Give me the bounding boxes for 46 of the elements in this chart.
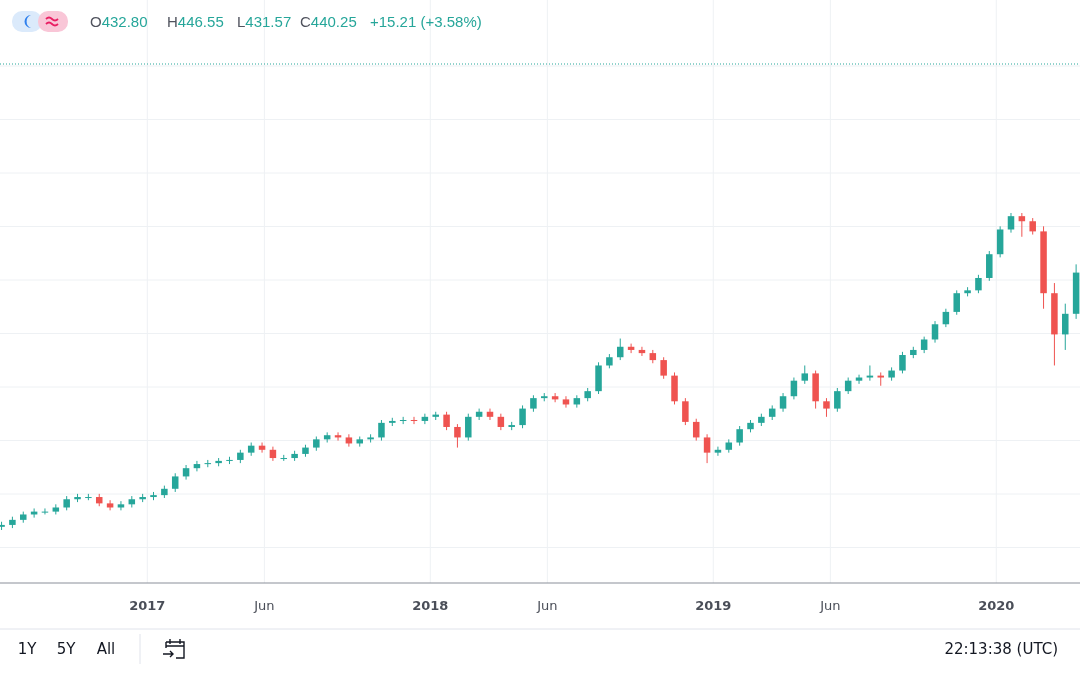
candlestick — [866, 364, 874, 382]
text: 1Y — [17, 640, 38, 658]
candlestick — [682, 397, 689, 426]
candlestick — [345, 433, 353, 448]
candlestick — [877, 371, 884, 387]
candlestick — [443, 411, 450, 431]
candlestick — [714, 446, 722, 457]
candlestick — [616, 338, 624, 361]
candlestick — [834, 387, 841, 413]
candlestick — [953, 289, 960, 316]
x-tick-label: 2017 — [129, 598, 166, 613]
candlestick — [454, 423, 461, 449]
text: O432.80 — [90, 13, 148, 30]
candlestick — [378, 419, 385, 442]
text: 5Y — [56, 640, 77, 658]
candlestick — [779, 392, 787, 413]
candlestick — [660, 356, 667, 380]
candlestick — [986, 250, 993, 282]
candlestick — [1018, 212, 1026, 238]
candlestick — [171, 472, 179, 493]
candlestick — [562, 395, 570, 409]
candlestick — [465, 413, 472, 442]
candlestick — [475, 408, 483, 421]
candlestick — [1007, 212, 1015, 234]
text: C440.25 — [300, 13, 357, 30]
text: +15.21 (+3.58%) — [370, 13, 482, 30]
candlestick — [801, 364, 809, 385]
x-tick-label: Jun — [536, 598, 558, 613]
candlestick — [486, 408, 494, 421]
text: L431.57 — [237, 13, 292, 30]
candlestick — [931, 320, 939, 344]
candlestick — [1062, 303, 1069, 351]
x-tick-label: Jun — [819, 598, 841, 613]
candlestick — [899, 351, 906, 374]
x-tick-label: 2020 — [978, 598, 1015, 613]
text: H446.55 — [167, 13, 224, 30]
x-tick-label: Jun — [253, 598, 275, 613]
text: 22:13:38 (UTC) — [944, 640, 1058, 658]
text: All — [96, 640, 116, 658]
x-tick-label: 2018 — [412, 598, 449, 613]
candlestick — [519, 404, 526, 429]
candlestick — [736, 425, 743, 447]
candlestick — [823, 397, 830, 418]
candlestick — [975, 274, 982, 294]
x-tick-label: 2019 — [695, 598, 732, 613]
candlestick — [703, 433, 711, 464]
